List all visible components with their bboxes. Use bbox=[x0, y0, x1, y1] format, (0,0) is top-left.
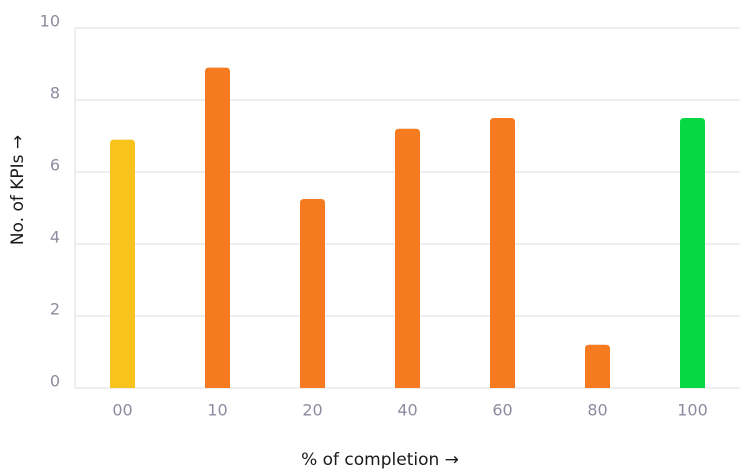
x-tick-label: 10 bbox=[207, 401, 227, 420]
bar bbox=[490, 118, 515, 388]
bar bbox=[110, 139, 135, 388]
x-axis-title: % of completion → bbox=[301, 450, 459, 470]
y-tick-label: 8 bbox=[50, 84, 60, 103]
x-tick-label: 100 bbox=[677, 401, 708, 420]
x-tick-label: 20 bbox=[302, 401, 322, 420]
y-tick-label: 10 bbox=[40, 12, 60, 31]
bar bbox=[680, 118, 705, 388]
bar bbox=[300, 199, 325, 388]
y-tick-label: 6 bbox=[50, 156, 60, 175]
bar bbox=[205, 67, 230, 388]
y-tick-label: 2 bbox=[50, 300, 60, 319]
bar bbox=[585, 344, 610, 388]
y-tick-label: 4 bbox=[50, 228, 60, 247]
x-tick-label: 00 bbox=[112, 401, 132, 420]
bar bbox=[395, 128, 420, 389]
y-axis-title: No. of KPIs → bbox=[8, 135, 28, 245]
x-tick-label: 40 bbox=[397, 401, 417, 420]
y-tick-label: 0 bbox=[50, 372, 60, 391]
x-tick-label: 60 bbox=[492, 401, 512, 420]
x-tick-label: 80 bbox=[587, 401, 607, 420]
